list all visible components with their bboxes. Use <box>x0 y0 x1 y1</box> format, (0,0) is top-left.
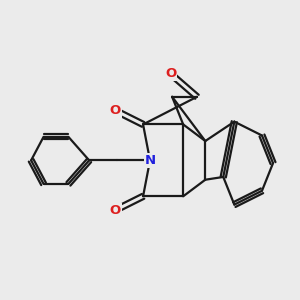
Text: N: N <box>144 154 156 167</box>
Text: O: O <box>165 68 176 80</box>
Text: O: O <box>110 204 121 217</box>
Text: O: O <box>110 104 121 117</box>
